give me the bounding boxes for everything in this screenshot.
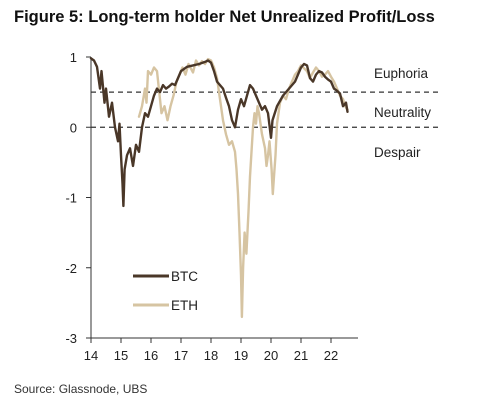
series-line-btc: [89, 57, 349, 208]
legend-label-btc: BTC: [171, 269, 198, 284]
x-tick-label: 22: [324, 348, 338, 363]
y-tick-label: 1: [70, 50, 77, 65]
x-tick-label: 16: [144, 348, 158, 363]
zone-label-euphoria: Euphoria: [374, 66, 429, 81]
x-tick-label: 19: [234, 348, 248, 363]
y-tick-label: 0: [70, 120, 77, 135]
x-tick-label: 14: [84, 348, 98, 363]
source-note: Source: Glassnode, UBS: [14, 382, 148, 396]
y-tick-label: -2: [65, 261, 77, 276]
figure-title: Figure 5: Long-term holder Net Unrealize…: [14, 8, 435, 26]
plot-area: 1 0 -1 -2 -3 14 15 16 17 18 19 20 21 22 Euphoria Neutra…: [65, 50, 440, 363]
zone-label-despair: Despair: [374, 145, 421, 160]
x-tick-label: 20: [264, 348, 278, 363]
x-tick-label: 21: [294, 348, 308, 363]
y-tick-label: -1: [65, 191, 77, 206]
x-tick-label: 15: [114, 348, 128, 363]
legend-label-eth: ETH: [171, 298, 198, 313]
zone-label-neutrality: Neutrality: [374, 105, 431, 120]
y-tick-label: -3: [65, 331, 77, 346]
x-tick-label: 17: [174, 348, 188, 363]
x-tick-label: 18: [204, 348, 218, 363]
